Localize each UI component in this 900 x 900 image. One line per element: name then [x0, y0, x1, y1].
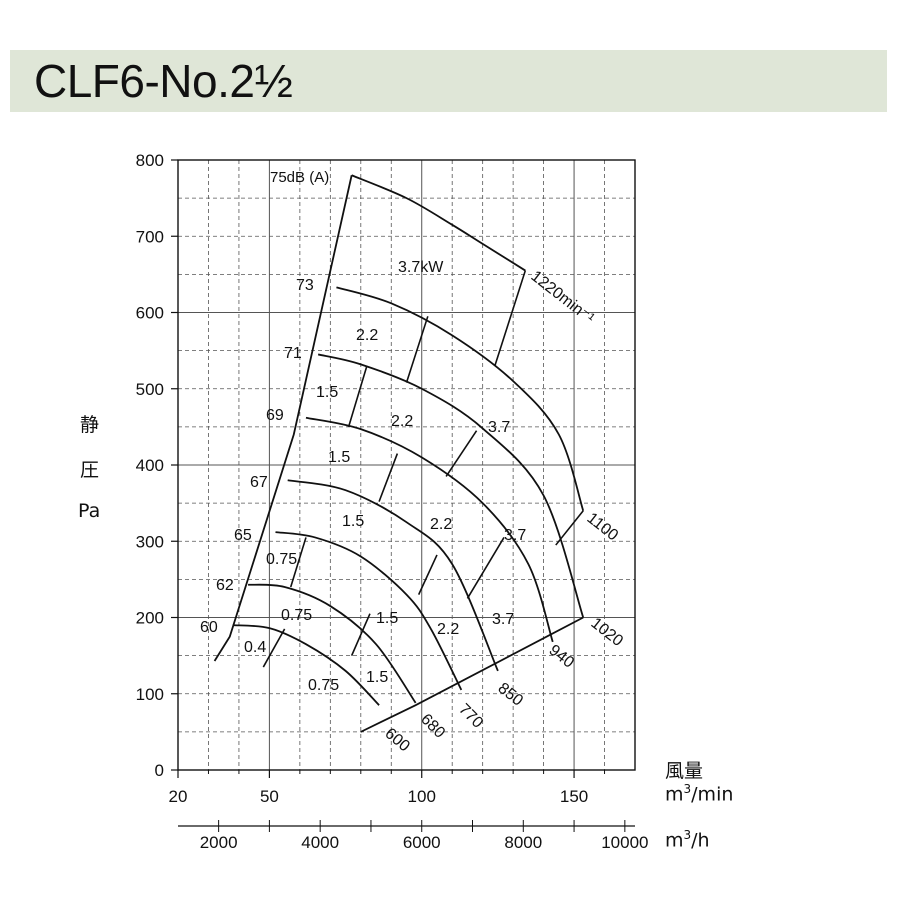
- secondary-x-tick-label: 4000: [301, 833, 339, 852]
- db-label: 60: [200, 619, 218, 636]
- power-line: [555, 510, 584, 546]
- kw-label: 1.5: [376, 610, 398, 627]
- kw-label: 2.2: [437, 621, 459, 638]
- speed-curve: [305, 416, 554, 643]
- speed-curve: [275, 531, 463, 691]
- power-line: [445, 430, 478, 477]
- db-label: 62: [216, 577, 234, 594]
- kw-label: 2.2: [430, 516, 452, 533]
- grid: [178, 160, 635, 770]
- speed-label: 1220min⁻¹: [528, 268, 598, 328]
- y-tick-label: 800: [136, 151, 164, 170]
- y-tick-label: 500: [136, 380, 164, 399]
- bottom-boundary-line: [360, 616, 584, 733]
- kw-label: 1.5: [366, 669, 388, 686]
- noise-boundary-line: [213, 175, 353, 662]
- power-line: [417, 554, 438, 595]
- db-label: 69: [266, 407, 284, 424]
- kw-label: 0.75: [308, 677, 339, 694]
- y-tick-label: 400: [136, 456, 164, 475]
- speed-label: 850: [495, 680, 527, 710]
- y-tick-label: 0: [155, 761, 164, 780]
- speed-curve: [336, 286, 585, 512]
- axes: 0 100 200 300 400 500 600 700 800 20 50 100 150 2000 4…: [136, 151, 649, 852]
- kw-label: 0.4: [244, 639, 266, 656]
- kw-label: 3.7: [488, 419, 510, 436]
- y-tick-label: 700: [136, 227, 164, 246]
- speed-curve: [232, 624, 380, 706]
- db-label: 73: [296, 277, 314, 294]
- secondary-x-tick-label: 6000: [403, 833, 441, 852]
- speed-label: 1020: [588, 615, 627, 650]
- kw-label: 0.75: [266, 551, 297, 568]
- power-line: [262, 628, 286, 668]
- power-line: [466, 537, 505, 599]
- speed-curve: [351, 174, 526, 272]
- secondary-x-tick-label: 2000: [200, 833, 238, 852]
- y-tick-label: 300: [136, 532, 164, 551]
- speed-curve: [317, 353, 585, 618]
- y-axis-label-1: 静: [80, 414, 100, 436]
- secondary-x-tick-label: 8000: [504, 833, 542, 852]
- power-line: [405, 316, 429, 383]
- power-line: [347, 365, 368, 428]
- title-bar: CLF6-No.2½: [10, 50, 887, 112]
- kw-label: 3.7kW: [398, 259, 444, 276]
- x-tick-label: 50: [260, 787, 279, 806]
- kw-label: 1.5: [316, 384, 338, 401]
- speed-label: 600: [381, 725, 412, 755]
- kw-label: 1.5: [328, 449, 350, 466]
- curves: [213, 174, 585, 733]
- kw-label: 2.2: [356, 327, 378, 344]
- db-label: 75dB (A): [270, 169, 329, 186]
- x-axis-unit-h: m3/h: [665, 828, 710, 852]
- power-line: [350, 613, 371, 656]
- speed-label: 940: [546, 642, 578, 672]
- kw-label: 1.5: [342, 513, 364, 530]
- y-axis-label-2: 圧: [80, 459, 100, 481]
- y-tick-label: 200: [136, 609, 164, 628]
- y-axis-label-3: Pa: [78, 500, 101, 522]
- db-label: 67: [250, 474, 268, 491]
- kw-label: 3.7: [504, 527, 526, 544]
- power-line: [378, 453, 399, 502]
- page-title: CLF6-No.2½: [34, 55, 293, 107]
- y-tick-label: 600: [136, 304, 164, 323]
- speed-label: 770: [455, 701, 486, 732]
- x-axis-label: 風量: [665, 760, 704, 782]
- power-line: [289, 537, 307, 588]
- db-label: 71: [284, 345, 302, 362]
- kw-label: 0.75: [281, 607, 312, 624]
- kw-label: 3.7: [492, 611, 514, 628]
- speed-curve: [248, 583, 417, 704]
- power-line: [494, 270, 527, 367]
- db-label: 65: [234, 527, 252, 544]
- x-axis-unit-min: m3/min: [665, 782, 734, 806]
- speed-label: 1100: [584, 510, 622, 545]
- y-tick-label: 100: [136, 685, 164, 704]
- speed-curve: [287, 479, 499, 672]
- kw-label: 2.2: [391, 413, 413, 430]
- x-tick-label: 20: [169, 787, 188, 806]
- x-tick-label: 150: [560, 787, 588, 806]
- x-tick-label: 100: [408, 787, 436, 806]
- secondary-x-tick-label: 10000: [601, 833, 648, 852]
